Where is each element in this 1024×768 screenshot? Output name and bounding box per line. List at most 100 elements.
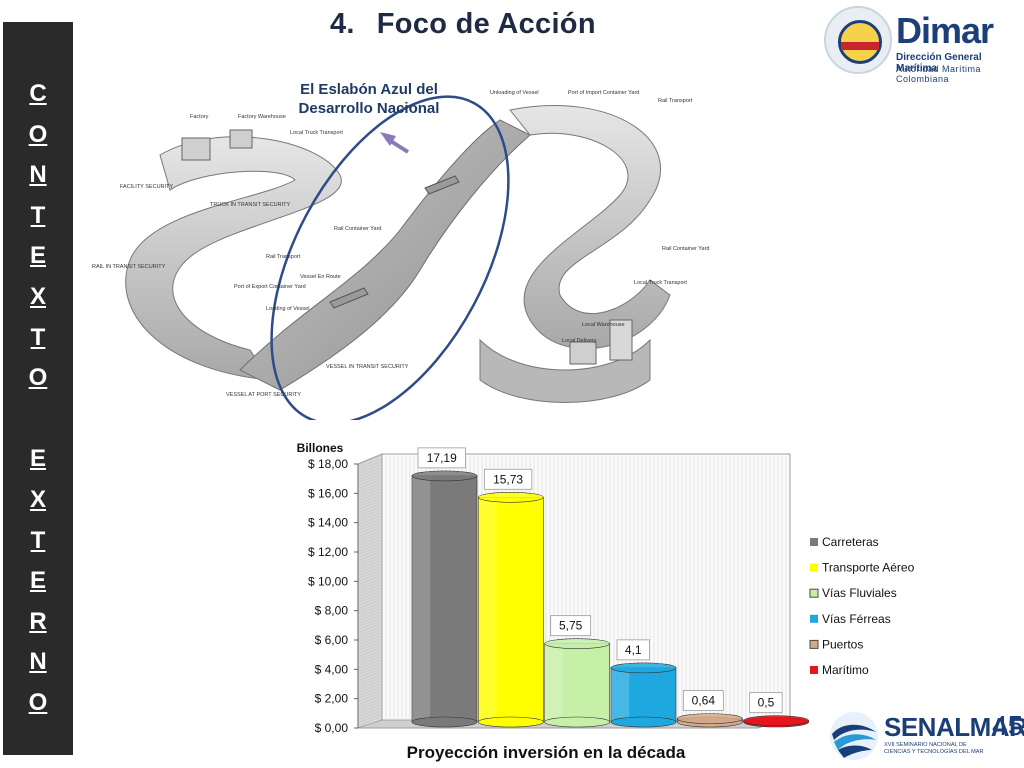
chart-grid-hatch (359, 692, 381, 702)
footer-subtitle: XVII SEMINARIO NACIONAL DE CIENCIAS Y TE… (884, 742, 984, 755)
caption: El Eslabón Azul del Desarrollo Nacional (294, 80, 444, 118)
y-tick-label: $ 2,00 (315, 692, 349, 706)
data-label: 15,73 (493, 472, 523, 486)
label-vessel-in-transit: VESSEL IN TRANSIT SECURITY (326, 364, 409, 370)
y-tick-label: $ 4,00 (315, 662, 349, 676)
legend-label: Puertos (822, 637, 863, 651)
chart-grid-hatch (359, 635, 381, 645)
caption-line-1: El Eslabón Azul del (300, 81, 438, 98)
chart-grid-hatch (359, 593, 381, 603)
legend-swatch (809, 588, 819, 598)
chart-grid-hatch (359, 476, 381, 486)
sidebar-letter: E (29, 567, 46, 595)
chart-grid-hatch (359, 656, 381, 666)
bar-top (610, 662, 677, 674)
sidebar-letter: E (29, 445, 46, 473)
chart-grid-hatch (359, 608, 381, 618)
label-rail-in-transit: RAIL IN TRANSIT SECURITY (92, 264, 166, 270)
chart-grid-hatch (359, 491, 381, 501)
label-unloading-of-vessel: Unloading of Vessel (490, 90, 539, 96)
chart-grid-hatch (359, 506, 381, 516)
chart-grid-hatch (359, 551, 381, 561)
chart-grid-hatch (359, 539, 381, 549)
supply-chain-diagram: Factory Factory Warehouse Local Truck Tr… (92, 90, 710, 420)
caption-line-2: Desarrollo Nacional (298, 100, 440, 117)
y-tick-label: $ 12,00 (308, 545, 348, 559)
chart-grid-hatch (359, 641, 381, 651)
y-axis-label: Billones (297, 441, 344, 455)
legend-swatch (810, 666, 818, 674)
chart-grid-hatch (359, 560, 381, 570)
sidebar-letter: N (29, 161, 47, 189)
sidebar-letter: T (30, 526, 46, 554)
chart-grid-hatch (359, 620, 381, 630)
sidebar-letter: O (28, 688, 48, 716)
chart-grid-hatch (359, 662, 381, 672)
label-vessel-en-route: Vessel En Route (300, 274, 341, 280)
chart-grid-hatch (359, 479, 381, 489)
chart-grid-hatch (359, 455, 381, 465)
bar-top (478, 491, 544, 503)
chart-grid-hatch (359, 632, 381, 642)
chart-grid-hatch (359, 494, 381, 504)
y-tick-label: $ 14,00 (308, 516, 348, 530)
chart-grid-hatch (359, 617, 381, 627)
y-tick-label: $ 18,00 (308, 457, 348, 471)
title-number: 4. (330, 8, 355, 40)
label-local-delivery: Local Delivery (562, 338, 597, 344)
chart-side-wall (357, 453, 383, 729)
legend-label: Vías Férreas (822, 612, 891, 626)
chart-grid-hatch (359, 602, 381, 612)
label-local-warehouse: Local Warehouse (582, 322, 625, 328)
chart-grid-hatch (359, 650, 381, 660)
chart-grid-hatch (359, 659, 381, 669)
dimar-logo: Dimar Dirección General Marítima Autorid… (824, 6, 1020, 84)
chart-grid-hatch (359, 686, 381, 696)
sidebar-letter: C (29, 80, 47, 107)
label-local-truck-transport: Local Truck Transport (290, 130, 343, 136)
chart-grid-hatch (359, 515, 381, 525)
data-label-box (616, 639, 650, 661)
chart-grid-hatch (359, 584, 381, 594)
chart-grid-hatch (359, 596, 381, 606)
sidebar-letter: O (28, 120, 48, 148)
label-vessel-at-port: VESSEL AT PORT SECURITY (226, 392, 301, 398)
chart-grid-hatch (359, 701, 381, 711)
chart-legend: Carreteras Transporte Aéreo Vías Fluviales… (809, 535, 915, 677)
chart-grid-hatch (359, 599, 381, 609)
y-tick-label: $ 10,00 (308, 574, 348, 588)
bar-transporte-a-reo (478, 491, 544, 728)
y-axis-ticks: $ 0,00 $ 2,00 $ 4,00 $ 6,00 $ 8,00 $ 10,00 $ 1… (308, 457, 359, 735)
chart-grid-hatch (359, 704, 381, 714)
sidebar-letter: N (29, 648, 47, 676)
bar-base (478, 716, 544, 728)
label-local-truck-transport-13: Local Truck Transport (634, 280, 687, 286)
chart-grid-hatch (359, 668, 381, 678)
chart-grid-hatch (359, 611, 381, 621)
chart-grid-hatch (359, 554, 381, 564)
chart-grid-hatch (359, 698, 381, 708)
chart-grid-hatch (359, 644, 381, 654)
y-tick-label: $ 6,00 (315, 633, 349, 647)
chart-grid-hatch (359, 677, 381, 687)
chart-grid-hatch (359, 626, 381, 636)
label-loading-of-vessel: Loading of Vessel (266, 306, 309, 312)
chart-grid-hatch (359, 710, 381, 720)
bar-v-as-fluviales (544, 638, 610, 728)
label-rail-container-yard-12: Rail Container Yard (662, 246, 710, 252)
bar-puertos (677, 713, 743, 728)
bar-mar-timo (743, 715, 809, 728)
sidebar-letter: T (30, 323, 46, 351)
chart-grid-hatch (359, 524, 381, 534)
chart-grid-hatch (359, 716, 381, 726)
y-tick-label: $ 8,00 (315, 604, 349, 618)
chart-grid-hatch (359, 557, 381, 567)
legend-label: Carreteras (822, 535, 879, 549)
chart-grid-hatch (359, 518, 381, 528)
chart-grid-hatch (359, 587, 381, 597)
label-port-of-export: Port of Export Container Yard (234, 284, 306, 290)
data-label-box (550, 615, 592, 637)
chart-grid-hatch (359, 674, 381, 684)
chart-grid-hatch (359, 590, 381, 600)
chart-grid-hatch (359, 521, 381, 531)
